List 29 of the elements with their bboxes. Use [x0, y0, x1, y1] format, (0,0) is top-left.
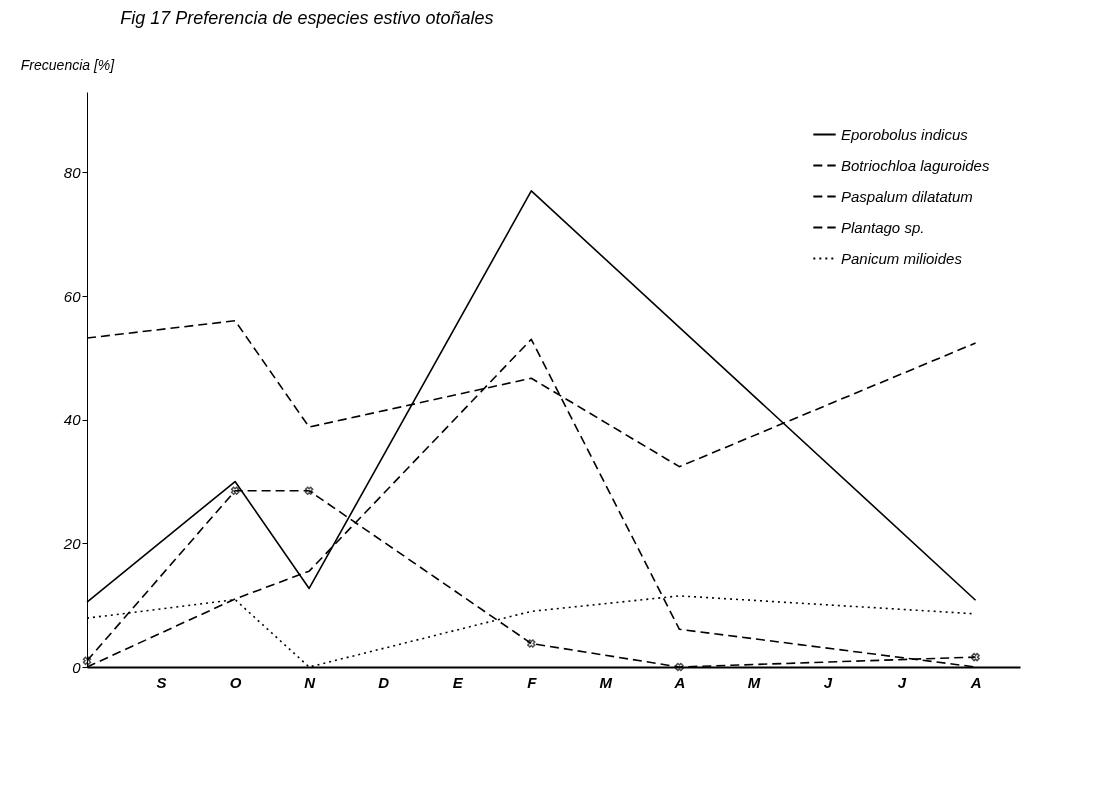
x-tick-label: S	[156, 673, 167, 691]
x-tick-label: J	[823, 673, 833, 691]
point	[527, 639, 536, 648]
y-axis-title: Frecuencia [%]	[20, 56, 116, 73]
x-tick-label: M	[599, 673, 613, 691]
x-tick-label: M	[747, 673, 761, 691]
point	[675, 662, 684, 672]
x-tick-label: J	[897, 673, 907, 691]
point	[971, 652, 980, 662]
legend-label: Plantago sp.	[841, 218, 925, 236]
y-tick-label: 80	[63, 163, 82, 181]
x-tick-label: D	[378, 673, 390, 691]
y-tick-label: 0	[72, 658, 82, 676]
point	[304, 486, 314, 496]
y-tick-label: 20	[62, 534, 82, 552]
x-tick-label: N	[304, 673, 317, 691]
point	[230, 486, 240, 496]
x-tick-label: A	[969, 673, 982, 691]
chart-title: Fig 17 Preferencia de especies estivo otoñales	[120, 8, 494, 28]
y-tick-label: 60	[63, 287, 82, 305]
x-tick-label: A	[673, 673, 686, 691]
x-tick-label: E	[452, 673, 464, 691]
legend-label: Botriochloa laguroides	[841, 156, 990, 174]
y-tick-label: 40	[63, 411, 82, 429]
legend-label: Eporobolus indicus	[841, 125, 969, 143]
legend-label: Paspalum dilatatum	[841, 187, 973, 205]
x-tick-label: O	[229, 673, 242, 691]
legend-label: Panicum milioides	[841, 249, 963, 267]
x-tick-label: F	[527, 673, 538, 691]
